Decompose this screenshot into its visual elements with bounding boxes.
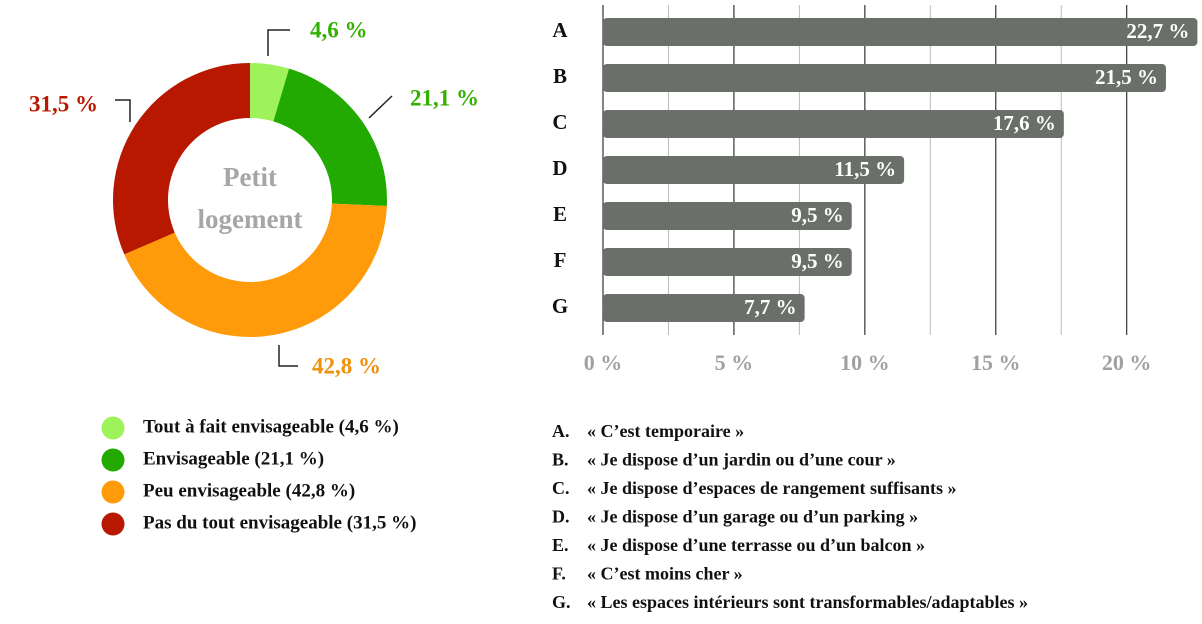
x-tick-label: 20 % <box>1102 350 1152 375</box>
description-text: « C’est temporaire » <box>587 421 744 441</box>
description-key: A. <box>552 421 570 441</box>
description-key: B. <box>552 450 569 470</box>
leader-line <box>368 95 393 119</box>
legend-swatch <box>101 416 125 440</box>
leader-line <box>115 99 131 122</box>
slice-label: 31,5 % <box>29 91 98 116</box>
slice-label: 4,6 % <box>310 17 368 42</box>
leader-line <box>267 29 290 56</box>
slice-label: 21,1 % <box>410 85 479 110</box>
donut-slice <box>250 63 290 122</box>
bar <box>603 294 805 322</box>
x-tick-label: 5 % <box>715 350 754 375</box>
bar-value-label: 21,5 % <box>1095 65 1158 89</box>
donut-slice <box>124 203 387 337</box>
description-text: « Je dispose d’un garage ou d’un parking… <box>587 507 918 527</box>
description-key: D. <box>552 507 570 527</box>
bar-value-label: 17,6 % <box>993 111 1056 135</box>
y-tick-label: D <box>552 156 567 180</box>
description-text: « Je dispose d’espaces de rangement suff… <box>587 478 957 498</box>
bar-value-label: 11,5 % <box>834 157 896 181</box>
center-label: logement <box>198 204 303 234</box>
bar <box>603 64 1166 92</box>
center-label: Petit <box>223 162 277 192</box>
legend-label: Envisageable (21,1 %) <box>143 448 324 469</box>
x-tick-label: 0 % <box>584 350 623 375</box>
bar <box>603 156 905 184</box>
leader-line <box>278 345 298 367</box>
legend-label: Tout à fait envisageable (4,6 %) <box>143 416 399 437</box>
y-tick-label: G <box>552 294 568 318</box>
description-key: G. <box>552 592 571 612</box>
description-text: « Je dispose d’une terrasse ou d’un balc… <box>587 535 925 555</box>
legend-swatch <box>101 448 125 472</box>
donut-slice <box>273 68 387 207</box>
donut-slice <box>112 63 250 255</box>
bar <box>603 110 1064 138</box>
y-tick-label: B <box>553 64 567 88</box>
y-tick-label: F <box>554 248 567 272</box>
legend-swatch <box>101 480 125 504</box>
y-tick-label: E <box>553 202 567 226</box>
description-text: « C’est moins cher » <box>587 564 743 584</box>
slice-label: 42,8 % <box>312 353 381 378</box>
y-tick-label: C <box>552 110 567 134</box>
legend-swatch <box>101 512 125 536</box>
bar-value-label: 9,5 % <box>791 203 844 227</box>
x-tick-label: 15 % <box>971 350 1021 375</box>
description-key: E. <box>552 535 569 555</box>
bar <box>603 248 852 276</box>
description-text: « Les espaces intérieurs sont transforma… <box>587 592 1028 612</box>
bar <box>603 202 852 230</box>
legend-label: Pas du tout envisageable (31,5 %) <box>143 512 416 533</box>
bar-value-label: 7,7 % <box>744 295 797 319</box>
bar-value-label: 9,5 % <box>791 249 844 273</box>
description-key: C. <box>552 478 570 498</box>
bar <box>603 18 1198 46</box>
x-tick-label: 10 % <box>840 350 890 375</box>
description-key: F. <box>552 564 566 584</box>
legend-label: Peu envisageable (42,8 %) <box>143 480 355 501</box>
bar-value-label: 22,7 % <box>1126 19 1189 43</box>
y-tick-label: A <box>552 18 568 42</box>
description-text: « Je dispose d’un jardin ou d’une cour » <box>587 450 896 470</box>
